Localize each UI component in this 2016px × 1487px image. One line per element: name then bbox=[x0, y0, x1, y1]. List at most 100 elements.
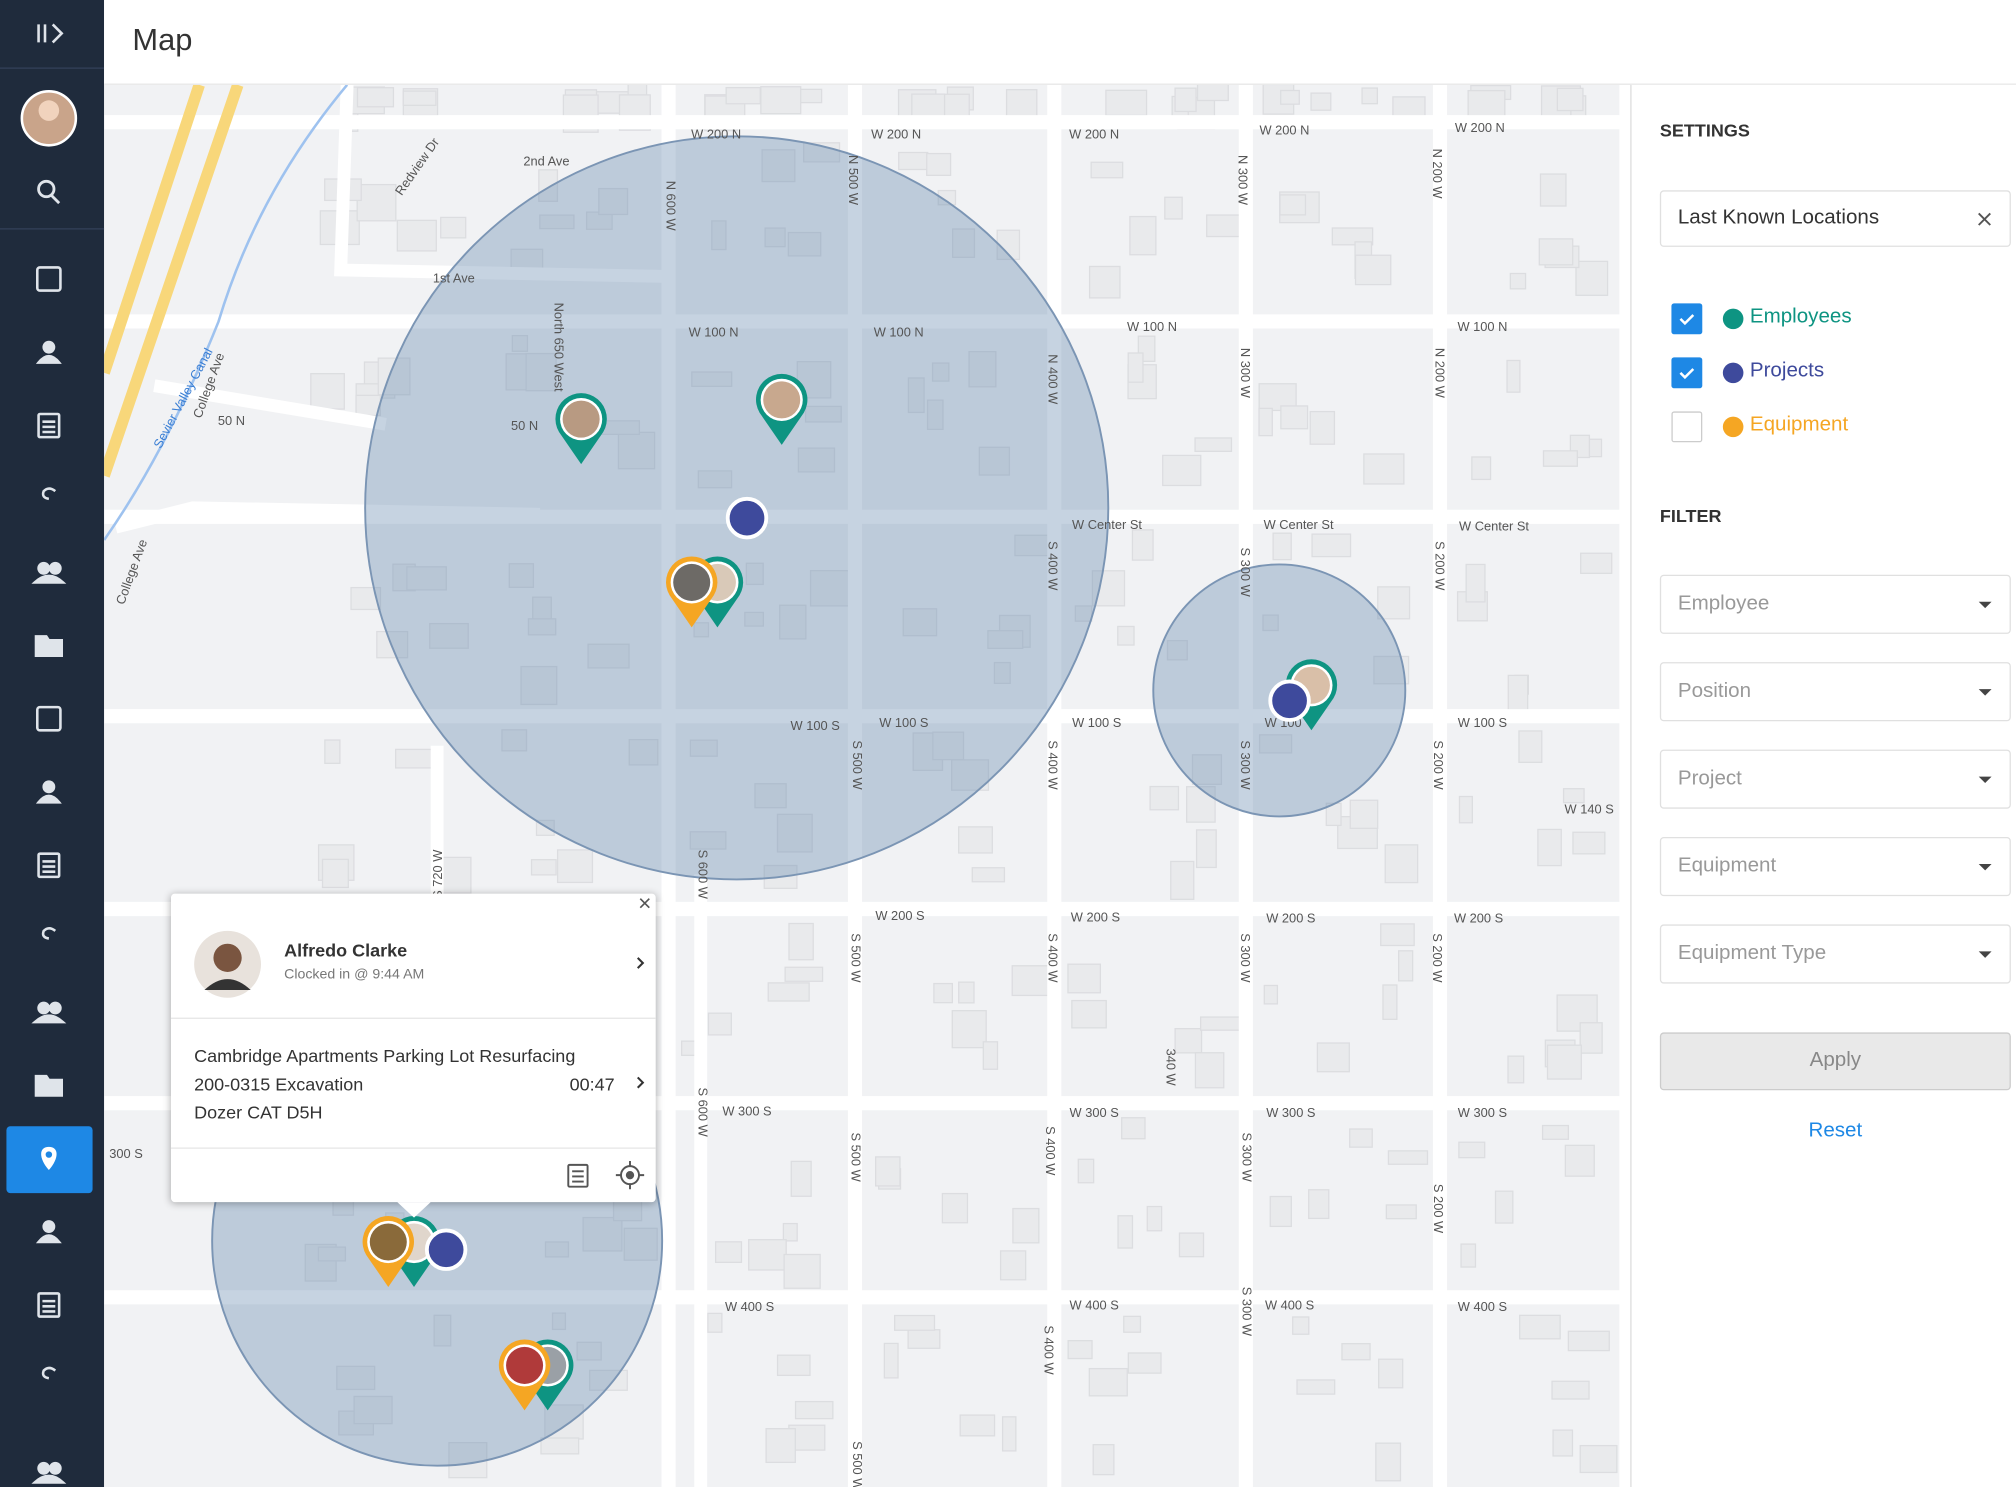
clear-icon[interactable] bbox=[1977, 212, 1991, 226]
apply-label: Apply bbox=[1809, 1049, 1862, 1071]
street-label: W 100 N bbox=[689, 324, 739, 339]
building bbox=[932, 731, 965, 761]
building bbox=[1354, 254, 1392, 286]
nav-icon[interactable] bbox=[34, 1074, 63, 1097]
street-label: S 200 W bbox=[1432, 541, 1447, 591]
building bbox=[797, 447, 836, 473]
filter-dropdown[interactable]: Equipment bbox=[1659, 836, 2011, 897]
street-label: W 200 N bbox=[1069, 126, 1119, 141]
apply-button[interactable]: Apply bbox=[1659, 1032, 2011, 1091]
filter-dropdown[interactable]: Employee bbox=[1659, 574, 2011, 634]
building bbox=[1131, 529, 1154, 561]
street-label: 1st Ave bbox=[433, 270, 475, 285]
building bbox=[1363, 453, 1405, 485]
project-marker[interactable] bbox=[725, 496, 769, 540]
nav-icon[interactable] bbox=[41, 1366, 57, 1380]
location-mode-select[interactable]: Last Known Locations bbox=[1659, 190, 2011, 247]
filter-dropdown[interactable]: Project bbox=[1659, 749, 2011, 809]
building bbox=[530, 859, 557, 876]
building bbox=[324, 739, 341, 764]
settings-panel: SETTINGS Last Known Locations Employees P… bbox=[1630, 84, 2016, 1487]
building bbox=[1269, 1195, 1292, 1228]
building bbox=[556, 849, 594, 884]
nav-icon[interactable] bbox=[41, 487, 57, 501]
nav-icon[interactable] bbox=[31, 561, 67, 584]
search-icon[interactable] bbox=[37, 179, 61, 205]
filter-dropdown[interactable]: Position bbox=[1659, 662, 2011, 722]
building bbox=[1149, 785, 1180, 811]
building bbox=[544, 1241, 570, 1258]
nav-icon[interactable] bbox=[37, 852, 61, 879]
map-marker[interactable] bbox=[755, 373, 808, 445]
building bbox=[1519, 1314, 1561, 1340]
map-marker[interactable] bbox=[665, 556, 718, 628]
building bbox=[1564, 1144, 1595, 1177]
street-label: W 100 N bbox=[874, 324, 924, 339]
toggle-icon[interactable] bbox=[37, 23, 64, 44]
reset-link[interactable]: Reset bbox=[1808, 1119, 1863, 1142]
building bbox=[1178, 1232, 1205, 1258]
street-label: W Center St bbox=[1264, 517, 1334, 532]
building bbox=[582, 1216, 623, 1252]
layer-checkbox[interactable] bbox=[1671, 411, 1703, 443]
close-popup[interactable] bbox=[639, 898, 650, 909]
building bbox=[951, 1010, 987, 1049]
nav-icon[interactable] bbox=[34, 635, 63, 657]
filter-dropdown[interactable]: Equipment Type bbox=[1659, 924, 2011, 984]
nav-icon[interactable] bbox=[35, 266, 62, 292]
building bbox=[1382, 984, 1398, 1020]
building bbox=[1117, 625, 1135, 646]
building bbox=[767, 982, 810, 1002]
building bbox=[1378, 1358, 1404, 1389]
glyph bbox=[37, 852, 61, 879]
building bbox=[971, 867, 1006, 883]
nav-icon[interactable] bbox=[35, 340, 62, 364]
building bbox=[784, 966, 824, 982]
layer-color bbox=[1722, 362, 1744, 384]
nav-icon[interactable] bbox=[35, 1220, 62, 1244]
nav-icon[interactable] bbox=[37, 1292, 61, 1318]
open-employee[interactable] bbox=[636, 957, 645, 969]
nav-icon[interactable] bbox=[31, 1461, 67, 1484]
clock-status: Clocked in @ 9:44 AM bbox=[284, 966, 425, 983]
building bbox=[1316, 1042, 1350, 1073]
map-marker[interactable] bbox=[362, 1216, 414, 1287]
street-label: W 200 N bbox=[871, 126, 921, 141]
project-marker[interactable] bbox=[1268, 679, 1311, 722]
street-label: S 200 W bbox=[1431, 740, 1446, 790]
building bbox=[1067, 1340, 1093, 1360]
street-label: N 600 W bbox=[663, 181, 678, 232]
glyph bbox=[35, 354, 62, 364]
nav-icon[interactable] bbox=[35, 705, 62, 732]
locate-icon[interactable] bbox=[615, 1160, 645, 1190]
info-popup: Alfredo Clarke Clocked in @ 9:44 AM Camb… bbox=[170, 893, 656, 1218]
nav-icon[interactable] bbox=[31, 1001, 67, 1024]
layer-checkbox[interactable] bbox=[1671, 357, 1703, 389]
street-label: S 500 W bbox=[849, 933, 864, 983]
details-icon[interactable] bbox=[567, 1163, 589, 1188]
building bbox=[1471, 456, 1492, 481]
layer-color bbox=[1722, 308, 1744, 330]
street-label: S 600 W bbox=[696, 1088, 711, 1138]
building bbox=[1331, 227, 1374, 246]
map-marker[interactable] bbox=[498, 1339, 551, 1411]
filter-placeholder: Equipment bbox=[1677, 854, 1777, 877]
street-label: S 300 W bbox=[1238, 740, 1253, 790]
open-project[interactable] bbox=[636, 1076, 645, 1089]
nav-icon[interactable] bbox=[41, 927, 57, 940]
nav-icon[interactable] bbox=[35, 780, 62, 804]
building bbox=[1195, 829, 1217, 869]
building bbox=[1460, 1243, 1477, 1268]
project-marker[interactable] bbox=[424, 1228, 468, 1271]
nav-icon[interactable] bbox=[41, 1146, 57, 1170]
street-label: W 200 S bbox=[1266, 911, 1315, 926]
building bbox=[894, 1314, 936, 1331]
glyph bbox=[35, 705, 62, 732]
nav-icon[interactable] bbox=[37, 412, 61, 439]
map-marker[interactable] bbox=[555, 393, 607, 465]
popup-graphics bbox=[170, 898, 656, 1218]
layer-checkbox[interactable] bbox=[1671, 303, 1703, 335]
marker-photo bbox=[673, 563, 711, 601]
